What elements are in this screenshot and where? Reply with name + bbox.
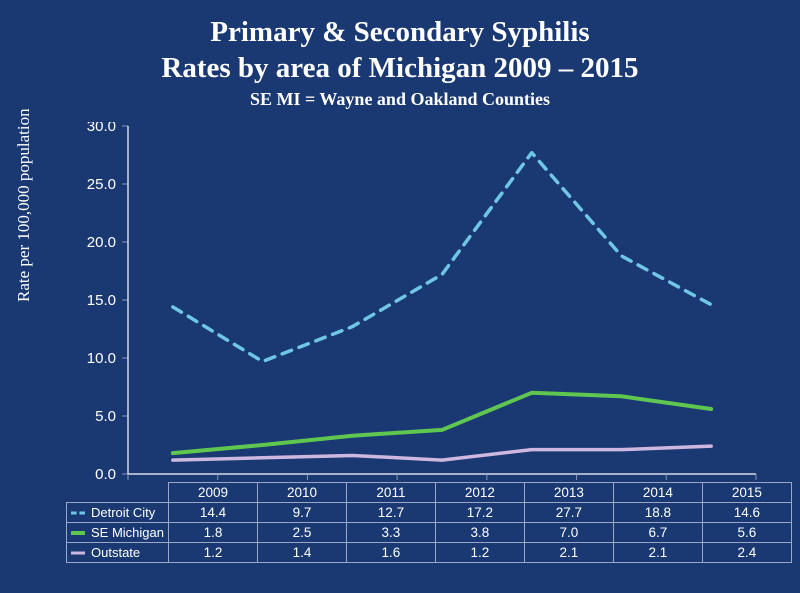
table-cell: 7.0	[524, 523, 613, 543]
table-row: SE Michigan 1.82.53.33.87.06.75.6	[67, 523, 792, 543]
data-table: 2009201020112012201320142015Detroit City…	[66, 482, 792, 563]
chart-title-line1: Primary & Secondary Syphilis	[0, 14, 800, 50]
svg-text:20.0: 20.0	[87, 234, 116, 251]
table-cell: 1.6	[346, 543, 435, 563]
chart-title-line2: Rates by area of Michigan 2009 – 2015	[0, 50, 800, 86]
legend-swatch-icon	[71, 551, 85, 554]
table-cell: 1.8	[168, 523, 257, 543]
svg-text:10.0: 10.0	[87, 350, 116, 367]
legend-swatch-icon	[71, 531, 85, 535]
table-row: Detroit City 14.49.712.717.227.718.814.6	[67, 503, 792, 523]
table-cell: 1.4	[257, 543, 346, 563]
series-detroit-city	[173, 153, 711, 362]
table-cell: 3.8	[435, 523, 524, 543]
year-header: 2011	[346, 483, 435, 503]
y-axis-label: Rate per 100,000 population	[14, 108, 34, 302]
table-cell: 14.6	[702, 503, 791, 523]
series-name-text: Detroit City	[91, 505, 155, 520]
svg-text:30.0: 30.0	[87, 122, 116, 135]
chart-subtitle: SE MI = Wayne and Oakland Counties	[0, 89, 800, 110]
svg-text:25.0: 25.0	[87, 176, 116, 193]
table-cell: 2.1	[524, 543, 613, 563]
svg-text:15.0: 15.0	[87, 292, 116, 309]
table-cell: 17.2	[435, 503, 524, 523]
table-cell: 2.1	[613, 543, 702, 563]
table-cell: 9.7	[257, 503, 346, 523]
table-cell: 5.6	[702, 523, 791, 543]
table-cell: 27.7	[524, 503, 613, 523]
series-se-michigan	[173, 393, 711, 453]
table-cell: 2.5	[257, 523, 346, 543]
series-name-text: Outstate	[91, 545, 140, 560]
table-header-row: 2009201020112012201320142015	[67, 483, 792, 503]
table-corner	[67, 483, 169, 503]
chart-container: Rate per 100,000 population 0.05.010.015…	[48, 122, 768, 582]
year-header: 2015	[702, 483, 791, 503]
year-header: 2009	[168, 483, 257, 503]
year-header: 2013	[524, 483, 613, 503]
year-header: 2014	[613, 483, 702, 503]
table-cell: 12.7	[346, 503, 435, 523]
series-label: Outstate	[67, 543, 169, 563]
table-cell: 2.4	[702, 543, 791, 563]
series-label: Detroit City	[67, 503, 169, 523]
table-cell: 3.3	[346, 523, 435, 543]
chart-title-block: Primary & Secondary Syphilis Rates by ar…	[0, 0, 800, 110]
series-name-text: SE Michigan	[91, 525, 164, 540]
table-cell: 18.8	[613, 503, 702, 523]
svg-text:0.0: 0.0	[95, 466, 116, 482]
table-cell: 14.4	[168, 503, 257, 523]
table-cell: 1.2	[435, 543, 524, 563]
series-outstate	[173, 446, 711, 460]
table-row: Outstate1.21.41.61.22.12.12.4	[67, 543, 792, 563]
year-header: 2012	[435, 483, 524, 503]
svg-text:5.0: 5.0	[95, 408, 116, 425]
line-chart: 0.0 5.0 10.0 15.0 20.0 25.0 30.0	[48, 122, 768, 482]
table-cell: 6.7	[613, 523, 702, 543]
legend-swatch-icon	[71, 511, 85, 514]
year-header: 2010	[257, 483, 346, 503]
series-label: SE Michigan	[67, 523, 169, 543]
table-cell: 1.2	[168, 543, 257, 563]
